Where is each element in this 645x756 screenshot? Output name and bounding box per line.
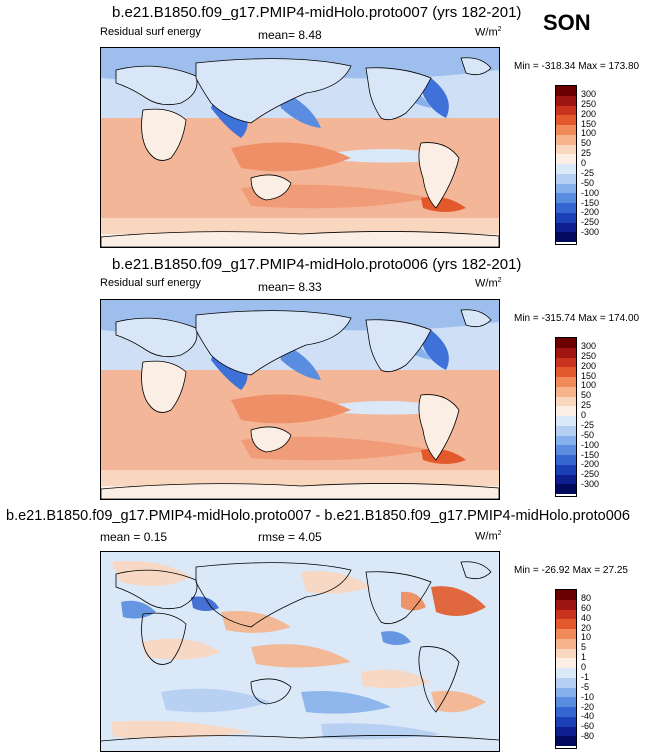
colorbar-tick-label: -60	[581, 721, 595, 732]
colorbar-tick-label: -5	[581, 681, 590, 692]
colorbar-tick-label: 10	[581, 632, 592, 643]
colorbar-tick-label: -100	[581, 187, 600, 198]
colorbar-tick-label: 200	[581, 108, 597, 119]
colorbar-tick-label: 0	[581, 158, 587, 168]
colorbar-tick-label: 150	[581, 118, 597, 129]
panel1-colorbar	[555, 85, 577, 245]
colorbar-tick-label: 80	[581, 592, 592, 603]
panel2-variable-label: Residual surf energy	[100, 277, 201, 289]
colorbar-tick-label: 250	[581, 98, 597, 109]
colorbar-tick-label: -200	[581, 207, 600, 218]
colorbar-tick-label: 25	[581, 148, 592, 159]
panel3-rmse: rmse = 4.05	[258, 530, 322, 544]
panel3-title: b.e21.B1850.f09_g17.PMIP4-midHolo.proto0…	[6, 508, 630, 524]
colorbar-tick-label: -300	[581, 227, 600, 238]
colorbar-tick-label: 0	[581, 410, 587, 420]
panel1-map	[100, 47, 500, 248]
colorbar-tick-label: -300	[581, 479, 600, 490]
colorbar-tick-label: 300	[581, 340, 597, 351]
colorbar-tick-label: 0	[581, 662, 587, 672]
colorbar-tick-label: 60	[581, 602, 592, 613]
colorbar-tick-label: 20	[581, 622, 592, 633]
panel2-minmax: Min = -315.74 Max = 174.00	[514, 313, 640, 324]
colorbar-tick-label: -200	[581, 459, 600, 470]
colorbar-tick-label: -80	[581, 731, 595, 742]
colorbar-tick-label: -150	[581, 449, 600, 460]
panel1-title: b.e21.B1850.f09_g17.PMIP4-midHolo.proto0…	[112, 4, 522, 21]
panel2-map	[100, 299, 500, 500]
colorbar-tick-label: 300	[581, 88, 597, 99]
panel2-units: W/m2	[475, 277, 502, 290]
colorbar-tick-label: -250	[581, 217, 600, 228]
colorbar-tick-label: 100	[581, 128, 597, 139]
colorbar-tick-label: -1	[581, 671, 590, 682]
panel1-variable-label: Residual surf energy	[100, 26, 201, 38]
colorbar-tick-label: 50	[581, 138, 592, 149]
colorbar-tick-label: -50	[581, 429, 595, 440]
panel3-mean: mean = 0.15	[100, 530, 168, 544]
colorbar-tick-label: -25	[581, 419, 595, 430]
colorbar-tick-label: -25	[581, 167, 595, 178]
colorbar-tick-label: -10	[581, 691, 595, 702]
colorbar-tick-label: 40	[581, 612, 592, 623]
panel2-colorbar	[555, 337, 577, 497]
colorbar-tick-label: 100	[581, 380, 597, 391]
colorbar-tick-label: 150	[581, 370, 597, 381]
colorbar-tick-label: -40	[581, 711, 595, 722]
panel1-mean: mean= 8.48	[258, 28, 322, 42]
panel2-mean: mean= 8.33	[258, 280, 322, 294]
colorbar-tick-label: -50	[581, 177, 595, 188]
colorbar-tick-label: -150	[581, 197, 600, 208]
panel3-colorbar	[555, 589, 577, 749]
colorbar-tick-label: -20	[581, 701, 595, 712]
colorbar-tick-label: 25	[581, 400, 592, 411]
colorbar-tick-label: -100	[581, 439, 600, 450]
panel1-units: W/m2	[475, 26, 502, 39]
colorbar-tick-label: 200	[581, 360, 597, 371]
colorbar-tick-label: 250	[581, 350, 597, 361]
colorbar-tick-label: -250	[581, 469, 600, 480]
panel3-minmax: Min = -26.92 Max = 27.25	[514, 565, 628, 576]
panel3-units: W/m2	[475, 530, 502, 543]
colorbar-tick-label: 5	[581, 642, 587, 653]
panel3-map	[100, 551, 500, 752]
colorbar-tick-label: 50	[581, 390, 592, 401]
colorbar-tick-label: 1	[581, 652, 587, 663]
season-label: SON	[543, 10, 591, 35]
panel2-title: b.e21.B1850.f09_g17.PMIP4-midHolo.proto0…	[112, 256, 522, 273]
panel1-minmax: Min = -318.34 Max = 173.80	[514, 61, 640, 72]
